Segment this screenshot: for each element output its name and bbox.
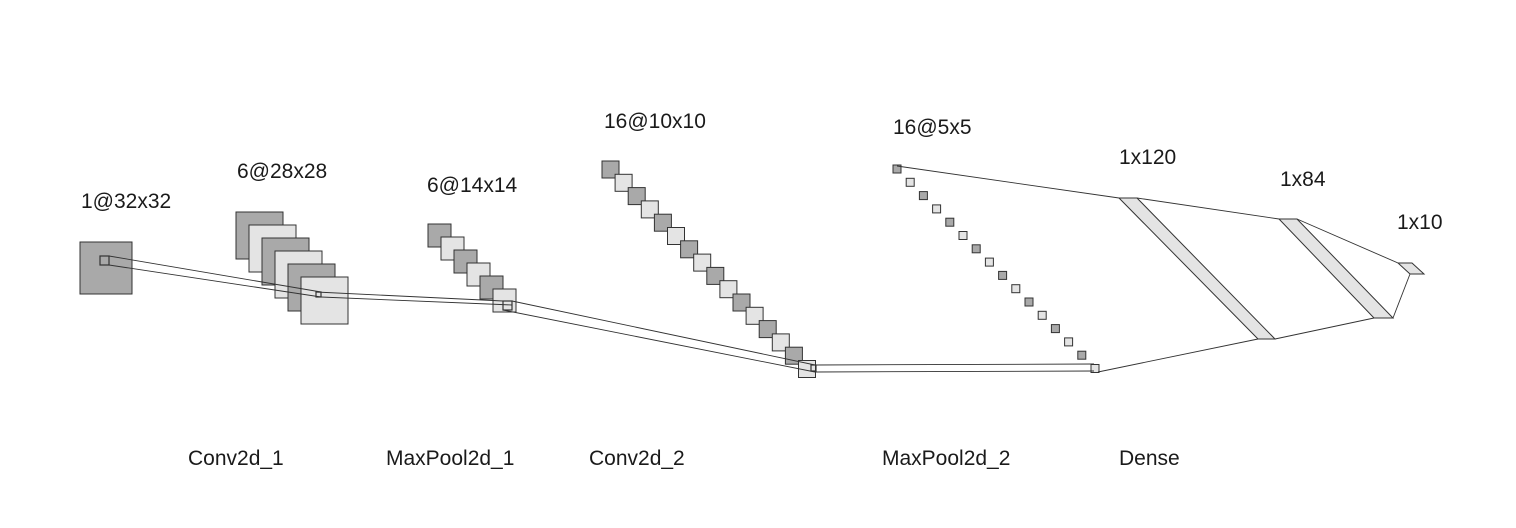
pool2-map <box>1011 284 1021 294</box>
conv2-map <box>732 293 751 312</box>
connection-line <box>814 370 1095 373</box>
pool1-shape-label: 6@14x14 <box>427 174 518 197</box>
connection-line <box>1136 197 1280 220</box>
pool1-kernel-window <box>502 300 513 311</box>
dense-caption: Dense <box>1119 447 1180 470</box>
pool1-caption: MaxPool2d_1 <box>386 447 514 470</box>
pool2-caption: MaxPool2d_2 <box>882 447 1010 470</box>
dense-120-layer <box>1117 197 1277 340</box>
conv1-map <box>300 276 349 325</box>
conv1-caption: Conv2d_1 <box>188 447 284 470</box>
dense120-shape-label: 1x120 <box>1119 146 1176 169</box>
input-map <box>79 241 133 295</box>
connection-line <box>108 255 322 293</box>
pool2-map <box>932 204 942 214</box>
connection-line <box>315 291 504 302</box>
pool2-map <box>1077 350 1087 360</box>
dense10-shape-label: 1x10 <box>1397 211 1443 234</box>
conv2-map <box>719 280 738 299</box>
pool2-map <box>1064 337 1074 347</box>
connection-line <box>1274 317 1375 340</box>
pool2-map <box>945 217 955 227</box>
conv2-map <box>614 173 633 192</box>
conv2-map <box>640 200 659 219</box>
connection-line <box>814 363 1095 366</box>
pool2-layer <box>892 164 1100 373</box>
conv2-map <box>627 187 646 206</box>
connection-line <box>1296 218 1399 264</box>
input-layer <box>79 241 133 295</box>
connection-line <box>108 264 322 298</box>
connection-line <box>502 309 816 373</box>
pool2-map <box>971 244 981 254</box>
connection-line <box>511 300 816 366</box>
dense84-shape-label: 1x84 <box>1280 168 1326 191</box>
conv2-map <box>693 253 712 272</box>
conv2-map <box>758 320 777 339</box>
connection-line <box>320 296 513 306</box>
input-kernel-window <box>99 255 110 266</box>
conv2-map <box>653 213 672 232</box>
conv2-layer <box>601 160 817 378</box>
conv1-shape-label: 6@28x28 <box>237 160 327 183</box>
dense-84-layer <box>1277 218 1395 319</box>
conv2-map <box>680 240 699 259</box>
conv2-caption: Conv2d_2 <box>589 447 685 470</box>
pool2-map <box>984 257 994 267</box>
pool2-map <box>918 191 928 201</box>
connection-line <box>896 165 1120 199</box>
pool2-map <box>958 231 968 240</box>
conv2-map <box>745 306 764 325</box>
pool1-layer <box>427 223 517 313</box>
pool2-map <box>1050 324 1060 334</box>
input-shape-label: 1@32x32 <box>81 190 171 213</box>
pool2-map <box>1024 297 1034 307</box>
conv2-map <box>667 227 685 245</box>
pool2-map <box>1090 364 1100 373</box>
pool2-shape-label: 16@5x5 <box>893 116 972 139</box>
dense-10-layer <box>1396 262 1426 275</box>
pool2-map <box>1037 310 1047 320</box>
conv2-map <box>601 160 620 179</box>
pool2-map <box>905 177 915 187</box>
pool2-map <box>998 270 1008 280</box>
conv2-shape-label: 16@10x10 <box>604 110 706 133</box>
pool2-map <box>892 164 902 174</box>
conv2-map <box>706 266 725 285</box>
conv2-map <box>771 333 790 352</box>
connection-line <box>1097 338 1259 373</box>
connection-line <box>1392 273 1411 319</box>
connection-lines <box>108 165 1411 373</box>
conv1-layer <box>235 211 349 325</box>
